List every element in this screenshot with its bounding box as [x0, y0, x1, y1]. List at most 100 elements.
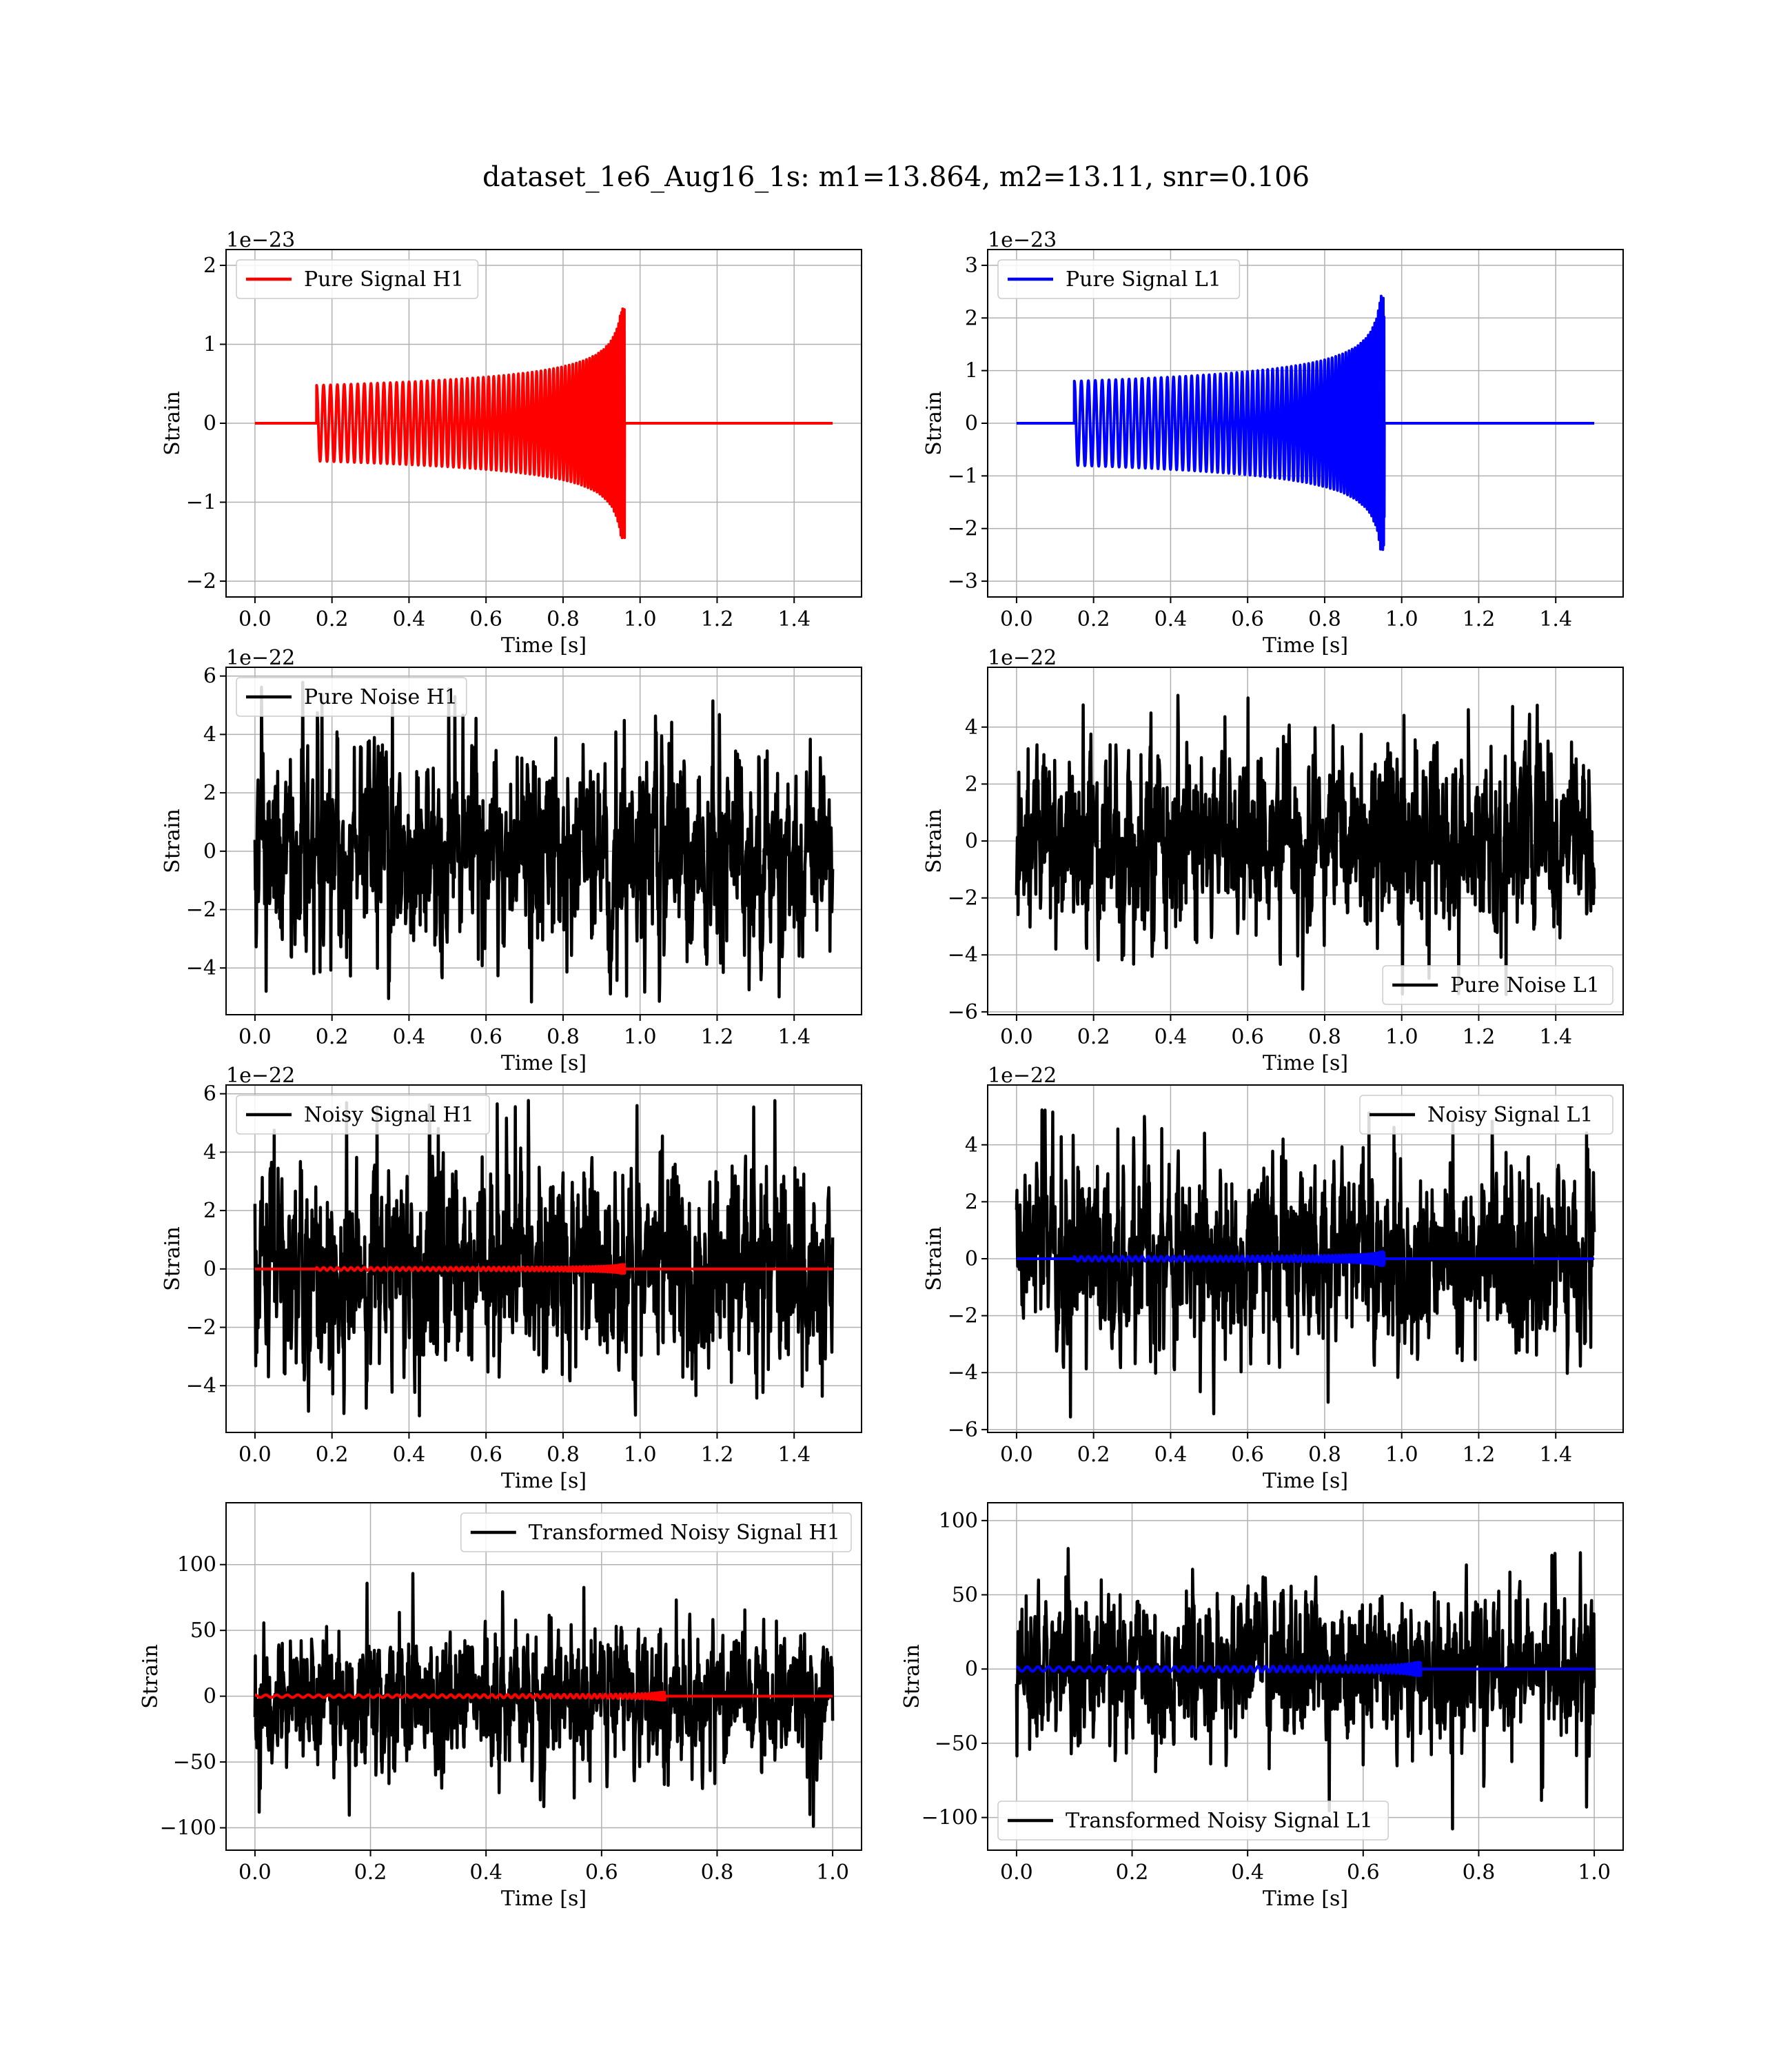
series-line-noise	[1015, 1547, 1596, 1831]
x-axis-ticks: 0.0 0.2 0.4 0.6 0.8 1.0 1.2 1.4	[1000, 597, 1572, 631]
x-tick-label: 0.4	[469, 1861, 502, 1885]
y-tick-label: −4	[186, 1374, 216, 1398]
y-tick-label: 2	[203, 781, 216, 805]
series-line-noise	[1015, 693, 1596, 996]
series-line-noise	[253, 680, 835, 1004]
x-tick-label: 1.0	[624, 1443, 657, 1467]
x-axis-ticks: 0.0 0.2 0.4 0.6 0.8 1.0 1.2 1.4	[1000, 1015, 1572, 1049]
x-tick-label: 0.8	[1308, 1025, 1341, 1049]
y-axis-ticks: −3 −2 −1 0 1 2 3	[948, 254, 988, 594]
x-axis-ticks: 0.0 0.2 0.4 0.6 0.8 1.0 1.2 1.4	[238, 597, 811, 631]
x-tick-label: 1.0	[816, 1861, 849, 1885]
y-tick-label: 1	[203, 332, 216, 356]
y-tick-label: 4	[965, 716, 978, 740]
y-tick-label: 2	[965, 306, 978, 330]
x-tick-label: 0.0	[238, 607, 272, 631]
subplot-p6: 0.0 0.2 0.4 0.6 0.8 1.0 1.2 1.4 −6 −4 −2 0 2 4 Time [s…	[922, 1064, 1624, 1493]
x-tick-label: 0.6	[469, 1025, 502, 1049]
legend-label: Pure Signal H1	[304, 267, 464, 292]
series-line-signal	[1015, 1250, 1596, 1267]
subplot-p7: 0.0 0.2 0.4 0.6 0.8 1.0 −100 −50 0 50 100 Time [s] S…	[139, 1502, 862, 1911]
x-tick-label: 0.8	[547, 1025, 580, 1049]
x-tick-label: 0.2	[1077, 607, 1110, 631]
y-tick-label: 4	[203, 722, 216, 747]
x-axis-label: Time [s]	[1263, 1469, 1348, 1493]
x-axis-label: Time [s]	[1263, 1887, 1348, 1911]
y-axis-label: Strain	[139, 1644, 163, 1709]
x-tick-label: 0.6	[585, 1861, 618, 1885]
y-axis-label: Strain	[922, 809, 946, 873]
legend-frame	[460, 1512, 852, 1552]
x-tick-label: 0.4	[393, 1443, 426, 1467]
subplot-p1: 0.0 0.2 0.4 0.6 0.8 1.0 1.2 1.4 −2 −1 0 1 2 Time [s] S…	[161, 228, 862, 658]
y-tick-label: −2	[186, 898, 216, 922]
y-tick-label: −2	[948, 886, 978, 911]
x-tick-label: 0.2	[1116, 1861, 1149, 1885]
axes-frame	[225, 1084, 862, 1433]
legend-label: Pure Signal L1	[1066, 267, 1221, 292]
y-tick-label: 0	[203, 1257, 216, 1281]
x-axis-ticks: 0.0 0.2 0.4 0.6 0.8 1.0 1.2 1.4	[238, 1432, 811, 1467]
y-axis-ticks: −6 −4 −2 0 2 4	[948, 716, 988, 1024]
axis-offset-text: 1e−22	[226, 646, 295, 670]
y-axis-ticks: −4 −2 0 2 4 6	[186, 1082, 226, 1398]
x-tick-label: 0.4	[393, 1025, 426, 1049]
legend: Transformed Noisy Signal H1	[460, 1512, 852, 1552]
y-tick-label: 100	[177, 1553, 216, 1577]
axes-frame	[987, 1502, 1624, 1851]
y-tick-label: 2	[203, 1199, 216, 1223]
series-line-noise	[253, 1572, 835, 1828]
x-tick-label: 0.6	[1231, 607, 1264, 631]
legend-frame	[997, 259, 1241, 299]
y-tick-label: −4	[948, 1361, 978, 1385]
x-tick-label: 0.2	[316, 1443, 349, 1467]
legend: Pure Signal L1	[997, 259, 1241, 299]
x-tick-label: 0.0	[1000, 1861, 1033, 1885]
axis-offset-text: 1e−22	[988, 646, 1057, 670]
x-axis-label: Time [s]	[501, 1469, 587, 1493]
y-tick-label: 6	[203, 665, 216, 689]
y-tick-label: 0	[203, 840, 216, 864]
x-tick-label: 0.4	[1154, 607, 1188, 631]
x-tick-label: 1.0	[1578, 1861, 1611, 1885]
subplot-p5: 0.0 0.2 0.4 0.6 0.8 1.0 1.2 1.4 −4 −2 0 2 4 6 Time [s]…	[161, 1064, 862, 1493]
series-line-signal	[254, 1263, 834, 1275]
x-tick-label: 1.2	[701, 607, 734, 631]
x-axis-label: Time [s]	[501, 1887, 587, 1911]
x-tick-label: 0.2	[1077, 1025, 1110, 1049]
y-tick-label: −2	[186, 1316, 216, 1340]
y-tick-label: 2	[965, 1190, 978, 1214]
y-axis-ticks: −100 −50 0 50 100	[922, 1509, 988, 1830]
x-tick-label: 0.2	[316, 607, 349, 631]
y-tick-label: −2	[948, 517, 978, 541]
x-tick-label: 0.6	[1347, 1861, 1380, 1885]
axis-offset-text: 1e−22	[988, 1064, 1057, 1088]
plot-series	[1015, 1547, 1596, 1831]
x-tick-label: 1.4	[777, 1025, 811, 1049]
y-axis-ticks: −6 −4 −2 0 2 4	[948, 1133, 988, 1442]
x-tick-label: 1.0	[1385, 607, 1418, 631]
y-axis-label: Strain	[161, 391, 185, 456]
x-tick-label: 0.8	[1308, 1443, 1341, 1467]
legend-frame	[997, 1801, 1389, 1841]
y-tick-label: 0	[965, 1657, 978, 1681]
legend-frame	[1382, 965, 1613, 1005]
y-tick-label: −2	[948, 1304, 978, 1328]
y-tick-label: −100	[160, 1816, 216, 1841]
x-tick-label: 1.4	[1539, 1025, 1572, 1049]
plot-series	[253, 1572, 835, 1828]
x-tick-label: 1.4	[777, 607, 811, 631]
y-axis-ticks: −100 −50 0 50 100	[160, 1553, 226, 1841]
legend-label: Noisy Signal H1	[304, 1103, 474, 1127]
series-line-signal	[254, 1690, 834, 1702]
y-tick-label: 3	[965, 254, 978, 278]
legend: Noisy Signal L1	[1359, 1095, 1613, 1135]
legend: Pure Noise L1	[1382, 965, 1613, 1005]
x-tick-label: 0.0	[1000, 1443, 1033, 1467]
subplots-grid: 0.0 0.2 0.4 0.6 0.8 1.0 1.2 1.4 −2 −1 0 1 2 Time [s] S…	[139, 228, 1624, 1911]
x-tick-label: 1.4	[1539, 607, 1572, 631]
y-tick-label: −50	[935, 1732, 978, 1756]
x-tick-label: 0.2	[354, 1861, 387, 1885]
x-axis-label: Time [s]	[1263, 633, 1348, 658]
legend-label: Noisy Signal L1	[1427, 1103, 1593, 1127]
